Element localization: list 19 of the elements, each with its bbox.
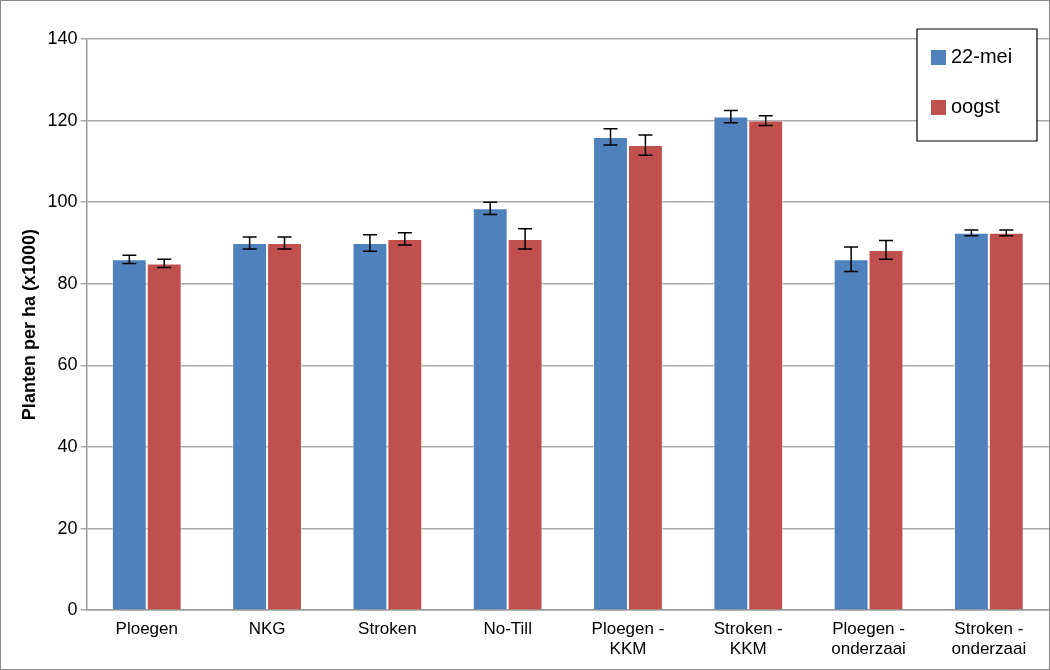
y-tick-label: 20 [57,517,78,538]
x-tick-label: Stroken - onderzaai [951,619,1027,659]
y-tick-label: 80 [57,272,78,293]
x-tick-label: No-Till [483,619,532,639]
y-tick-label: 40 [57,435,78,456]
y-tick-label: 0 [67,599,78,620]
y-tick-label: 120 [47,109,78,130]
x-tick-label: Stroken - KKM [713,619,783,659]
x-tick-label: Ploegen - KKM [591,619,665,659]
y-tick-label: 100 [47,191,78,212]
legend-label: 22-mei [951,44,1013,67]
x-tick-label: Stroken [358,619,417,639]
x-tick-label: Ploegen - onderzaai [831,619,906,659]
legend-label: oogst [951,94,1001,117]
y-tick-label: 60 [57,354,78,375]
x-tick-label: NKG [248,619,286,639]
y-axis-title: Planten per ha (x1000) [18,229,39,421]
y-tick-label: 140 [47,27,78,48]
x-tick-label: Ploegen [115,619,178,639]
